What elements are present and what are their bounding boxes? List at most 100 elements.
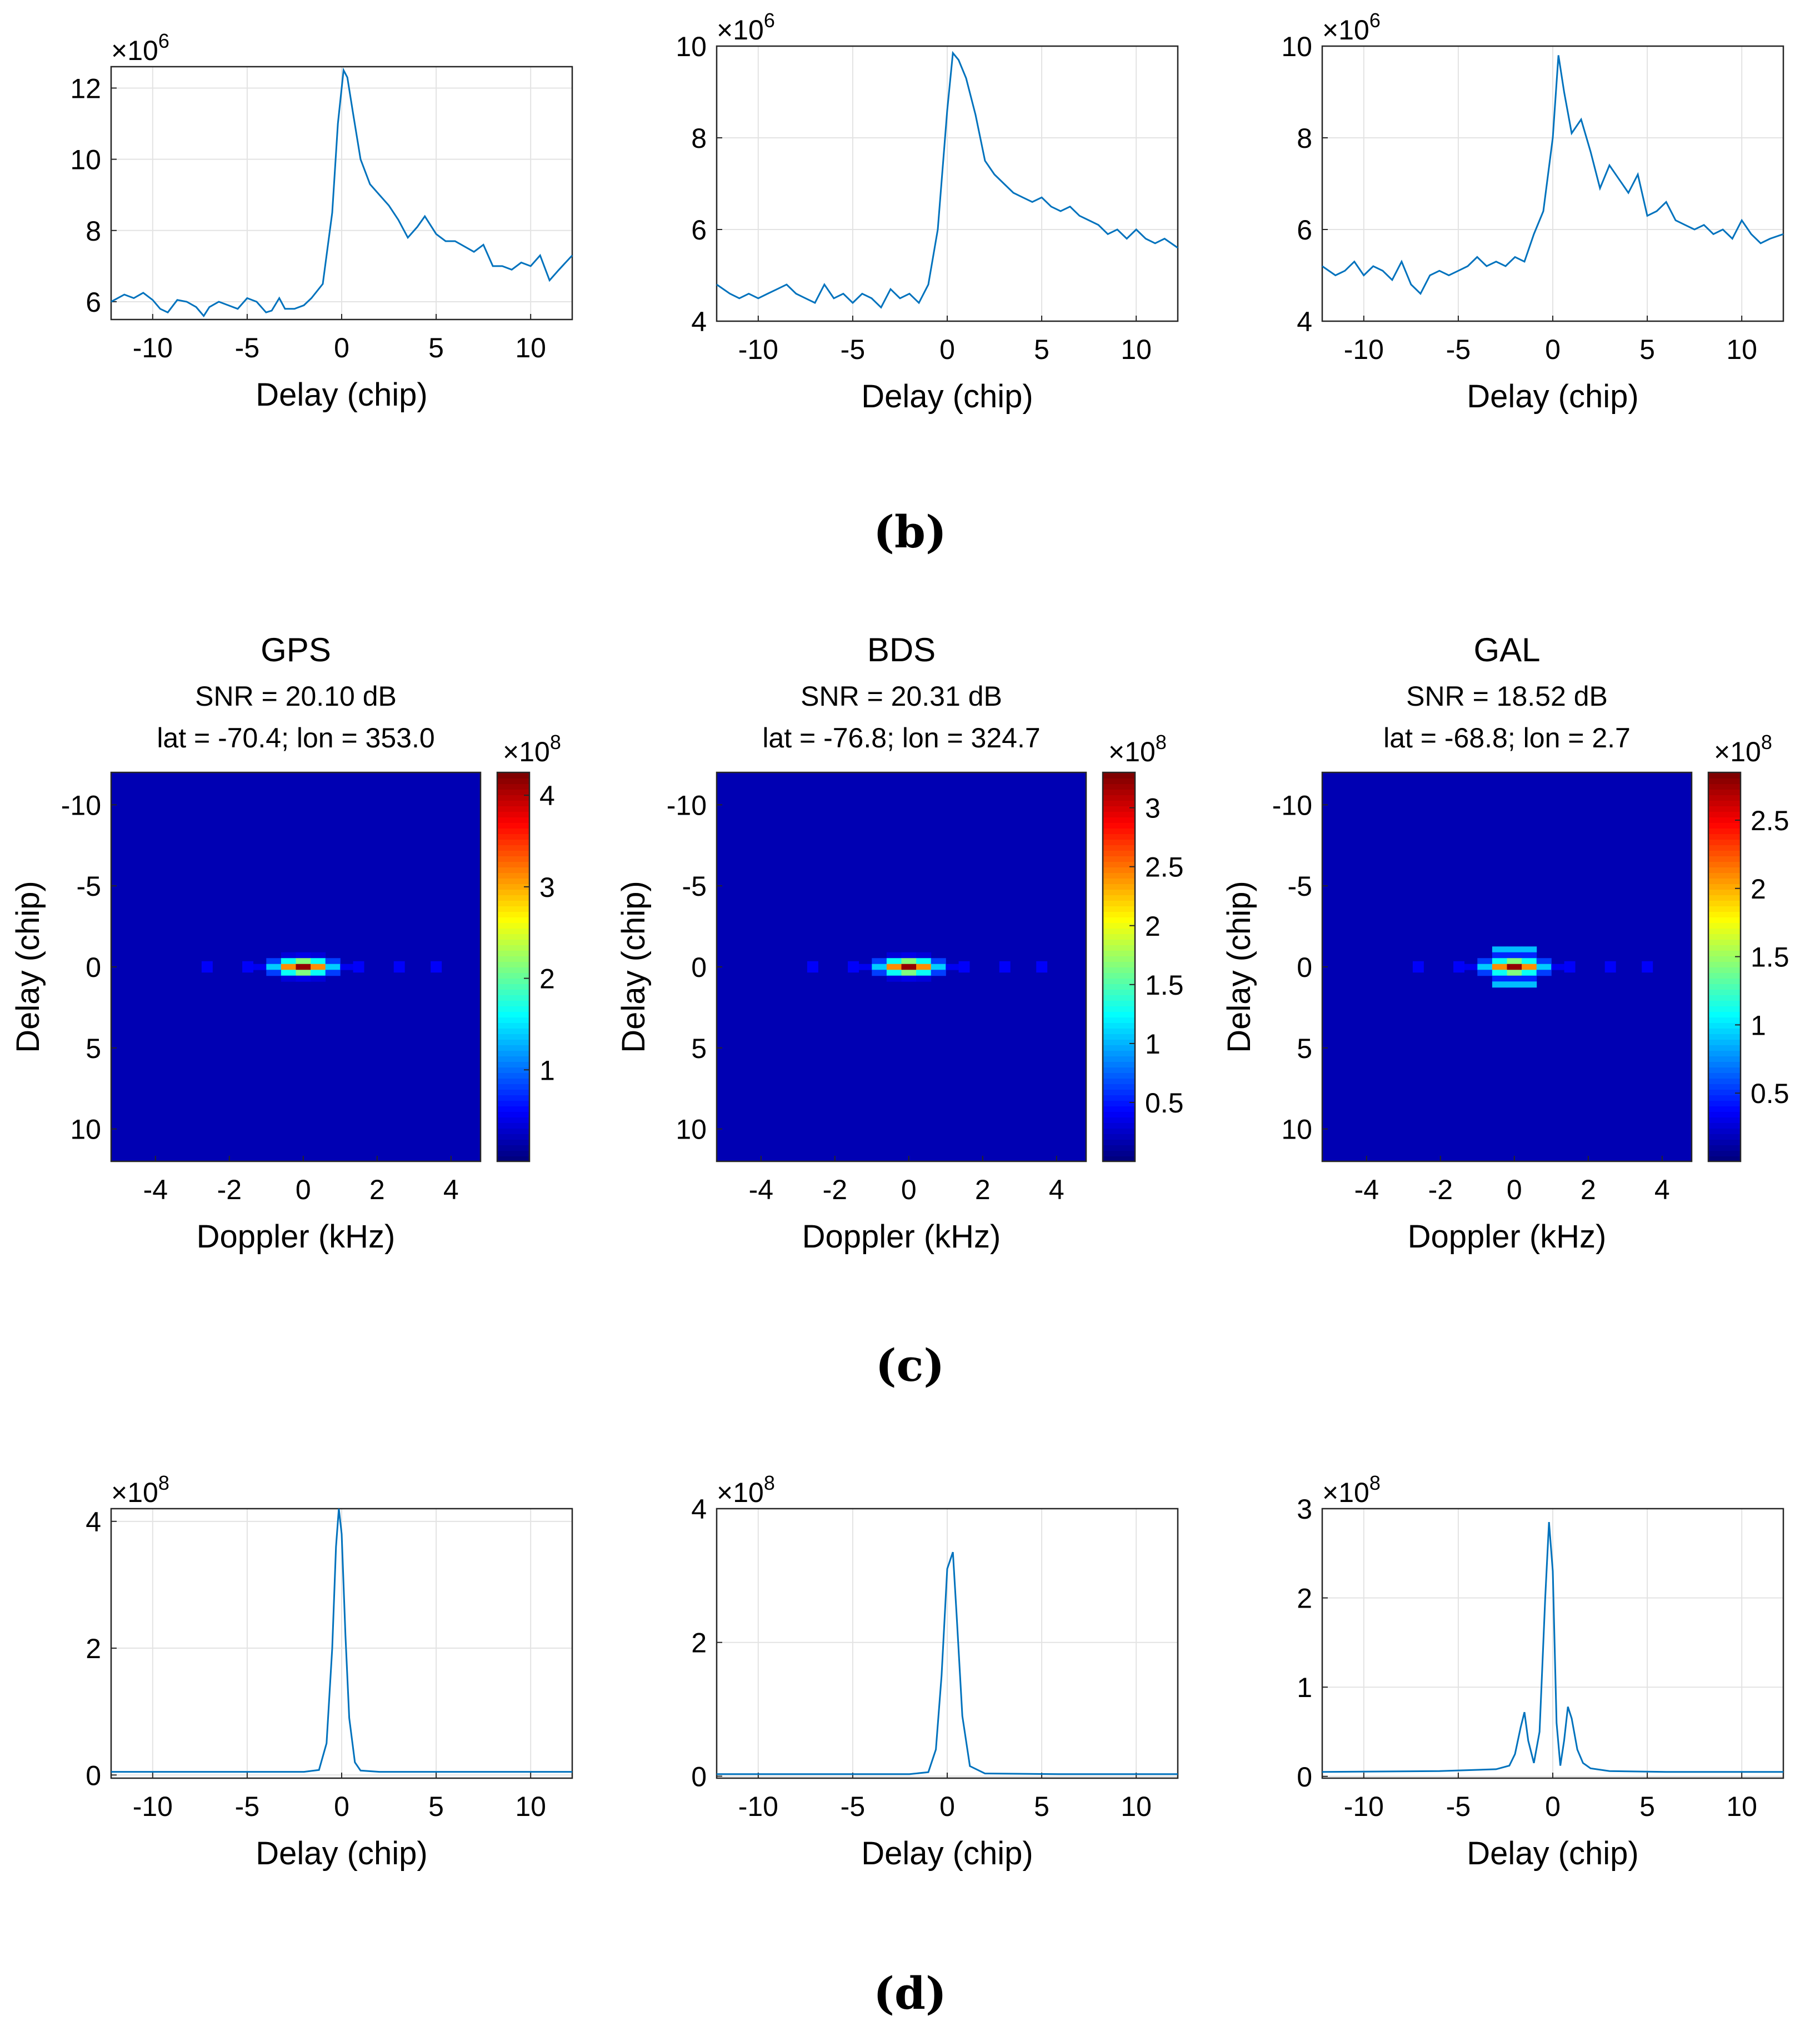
row-c-chart-2-colorbar-tick-label: 1.5 bbox=[1145, 970, 1184, 1001]
row-b-chart-3-ytick-label: 10 bbox=[1281, 31, 1312, 62]
row-c-chart-3-heat-cell bbox=[1522, 958, 1537, 965]
row-d-chart-3-exponent-label: ×108 bbox=[1322, 1471, 1381, 1508]
row-c-chart-1-ytick-label: 0 bbox=[86, 952, 101, 983]
row-c-chart-2-position: lat = -76.8; lon = 324.7 bbox=[762, 722, 1040, 753]
row-c-chart-2-heat-cell bbox=[916, 958, 932, 965]
row-c-chart-2-colorbar-segment bbox=[1103, 906, 1135, 912]
row-c-chart-1-xtick-label: 4 bbox=[443, 1174, 459, 1205]
row-c-chart-2-colorbar-segment bbox=[1103, 856, 1135, 862]
row-c-chart-2-colorbar-segment bbox=[1103, 1089, 1135, 1095]
row-c-chart-1-colorbar-tick-label: 1 bbox=[539, 1055, 555, 1086]
row-c-chart-2-colorbar-segment bbox=[1103, 934, 1135, 940]
row-c-chart-2-colorbar-segment bbox=[1103, 928, 1135, 934]
row-c-chart-3-heat-cell bbox=[1462, 964, 1478, 970]
row-c-chart-1-colorbar-segment bbox=[497, 806, 529, 812]
row-c-chart-2-colorbar-segment bbox=[1103, 850, 1135, 856]
row-d-chart-3-series-line bbox=[1322, 1521, 1783, 1773]
row-c-chart-1-colorbar-segment bbox=[497, 928, 529, 934]
row-c-chart-1-colorbar-segment bbox=[497, 917, 529, 923]
row-c-chart-3-heat-cell bbox=[1507, 975, 1522, 982]
row-c-chart-2-colorbar-segment bbox=[1103, 1017, 1135, 1023]
row-c-chart-2-colorbar-segment bbox=[1103, 1095, 1135, 1101]
row-c-chart-2-ytick-label: 5 bbox=[691, 1033, 707, 1064]
row-c-chart-3-colorbar-tick-label: 2.5 bbox=[1751, 805, 1789, 836]
row-c-chart-2-xtick-label: 2 bbox=[975, 1174, 991, 1205]
row-c-chart-2-colorbar-segment bbox=[1103, 817, 1135, 823]
row-c-chart-3-heat-cell bbox=[1492, 981, 1507, 988]
row-b-chart-2-xtick-label: 0 bbox=[939, 334, 955, 365]
row-c-chart-2-colorbar-segment bbox=[1103, 1011, 1135, 1017]
row-c-chart-3-colorbar-segment bbox=[1708, 972, 1741, 979]
row-c-chart-2-colorbar-segment bbox=[1103, 1139, 1135, 1145]
row-c-chart-3-heat-cell bbox=[1522, 952, 1537, 959]
row-c-chart-1-colorbar-segment bbox=[497, 906, 529, 912]
row-c-chart-1-colorbar-segment bbox=[497, 795, 529, 801]
row-c-chart-3-colorbar-segment bbox=[1708, 1039, 1741, 1045]
row-c-chart-2-colorbar-segment bbox=[1103, 1117, 1135, 1123]
row-c-chart-2-heat-sidelobe bbox=[958, 961, 970, 973]
row-c-chart-2-colorbar-segment bbox=[1103, 1039, 1135, 1045]
row-c-chart-3-xtick-label: -4 bbox=[1354, 1174, 1379, 1205]
row-b-chart-1-exponent-label: ×106 bbox=[111, 29, 169, 66]
row-c-chart-2-colorbar-segment bbox=[1103, 1050, 1135, 1056]
row-b-chart-1-ytick-label: 6 bbox=[86, 287, 101, 318]
row-d-chart-1-ytick-label: 2 bbox=[86, 1633, 101, 1664]
row-c-chart-1-heat-cell bbox=[296, 975, 311, 982]
row-c-chart-1-ytick-label: 10 bbox=[70, 1114, 101, 1145]
row-c-chart-3-colorbar-segment bbox=[1708, 1095, 1741, 1101]
row-c-chart-1-colorbar-segment bbox=[497, 1100, 529, 1106]
row-d-chart-2-series-line bbox=[717, 1551, 1178, 1775]
row-b-chart-1-xtick-label: -10 bbox=[133, 332, 173, 363]
row-c-chart-2-xtick-label: 0 bbox=[901, 1174, 917, 1205]
row-c-chart-1-colorbar-segment bbox=[497, 856, 529, 862]
row-c-chart-3-heat-cell bbox=[1551, 964, 1567, 970]
row-c-chart-1-colorbar-tick-label: 3 bbox=[539, 872, 555, 903]
row-c-chart-3-title: GAL bbox=[1473, 631, 1540, 668]
row-c-chart-1-heat-cell bbox=[296, 958, 311, 965]
row-c-chart-3-colorbar-segment bbox=[1708, 995, 1741, 1001]
row-b-chart-2-xtick-label: -10 bbox=[738, 334, 778, 365]
row-c-chart-1-heat-cell bbox=[281, 952, 296, 959]
row-b-chart-2-xtick-label: 10 bbox=[1121, 334, 1152, 365]
row-d-chart-3-plot-group: -10 -5 0 5 10 0 1 2 3 Delay (chip) bbox=[1297, 1494, 1784, 1872]
row-c-chart-3-heat-cell bbox=[1536, 970, 1552, 976]
row-c-chart-2-heat-sidelobe bbox=[848, 961, 859, 973]
row-c-chart-3-heat-sidelobe bbox=[1564, 961, 1576, 973]
row-d-chart-2-exponent-label: ×108 bbox=[717, 1471, 775, 1508]
row-b-chart-3-xtick-label: -10 bbox=[1344, 334, 1384, 365]
row-d-chart-1-series-line bbox=[111, 1508, 572, 1773]
row-b-chart-3-exponent-label: ×106 bbox=[1322, 9, 1381, 46]
row-c-chart-3-heat-cell bbox=[1522, 981, 1537, 988]
row-c-chart-2-colorbar-segment bbox=[1103, 834, 1135, 840]
row-c-chart-1-colorbar-segment bbox=[497, 1000, 529, 1006]
row-c-chart-3-colorbar-segment bbox=[1708, 911, 1741, 917]
row-c-chart-3-colorbar-segment bbox=[1708, 861, 1741, 867]
row-d-chart-2-xtick-label: -5 bbox=[841, 1791, 865, 1822]
row-c-chart-2-colorbar-segment bbox=[1103, 1150, 1135, 1156]
row-c-chart-2-heat-cell bbox=[916, 975, 932, 982]
row-c-chart-2-colorbar-segment bbox=[1103, 839, 1135, 845]
row-c-chart-1-colorbar-segment bbox=[497, 967, 529, 973]
row-c-chart-1-colorbar-segment bbox=[497, 889, 529, 895]
row-c-chart-3-snr: SNR = 18.52 dB bbox=[1406, 681, 1608, 712]
row-c-chart-2-xtick-label: 4 bbox=[1049, 1174, 1064, 1205]
row-c-chart-3-colorbar-segment bbox=[1708, 978, 1741, 984]
row-c-chart-2-heat-cell bbox=[901, 964, 917, 970]
row-b-chart-2-ytick-label: 8 bbox=[691, 123, 707, 154]
row-c-chart-3-heat-cell bbox=[1536, 964, 1552, 970]
row-c-chart-1-colorbar-segment bbox=[497, 1039, 529, 1045]
row-c-chart-1-heat-cell bbox=[296, 970, 311, 976]
row-c-chart-2-group: -4 -2 0 2 4 -10 -5 0 5 10 Doppler (kHz) Delay (chip… bbox=[616, 631, 1184, 1255]
row-d-chart-2-xtick-label: -10 bbox=[738, 1791, 778, 1822]
row-c-chart-2-colorbar-segment bbox=[1103, 922, 1135, 929]
row-c-chart-1-colorbar-segment bbox=[497, 1150, 529, 1156]
row-c-chart-3-colorbar-segment bbox=[1708, 945, 1741, 951]
row-c-chart-2-colorbar-segment bbox=[1103, 1084, 1135, 1090]
row-c-chart-3-heat-cell bbox=[1492, 946, 1507, 953]
row-c-chart-2-snr: SNR = 20.31 dB bbox=[801, 681, 1002, 712]
row-c-chart-2-ytick-label: 10 bbox=[676, 1114, 707, 1145]
row-c-chart-3-colorbar-segment bbox=[1708, 1056, 1741, 1062]
row-c-chart-1-colorbar-segment bbox=[497, 1122, 529, 1129]
